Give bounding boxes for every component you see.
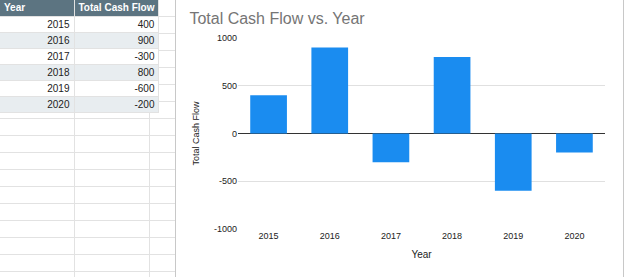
svg-text:Total Cash Flow: Total Cash Flow xyxy=(191,101,201,166)
html-text:2019: 2019 xyxy=(47,82,70,94)
html-text:Total Cash Flow: Total Cash Flow xyxy=(78,2,155,14)
html-text:2016: 2016 xyxy=(47,34,70,46)
html-text:400: 400 xyxy=(137,18,155,30)
svg-text:2015: 2015 xyxy=(259,231,279,241)
html-text:2018: 2018 xyxy=(47,66,70,78)
html-text:-300: -300 xyxy=(134,50,155,62)
svg-text:2020: 2020 xyxy=(564,231,584,241)
html-text:2015: 2015 xyxy=(47,18,70,30)
html-text:2017: 2017 xyxy=(47,50,70,62)
html-text:800: 800 xyxy=(137,66,155,78)
html-text:-600: -600 xyxy=(134,82,155,94)
html-text:2020: 2020 xyxy=(47,98,70,110)
svg-text:2016: 2016 xyxy=(320,231,340,241)
html-text:900: 900 xyxy=(137,34,155,46)
svg-text:0: 0 xyxy=(232,129,237,139)
html-text:Year: Year xyxy=(4,2,26,14)
svg-text:2018: 2018 xyxy=(442,231,462,241)
svg-text:Year: Year xyxy=(411,249,432,260)
svg-text:2017: 2017 xyxy=(381,231,401,241)
svg-text:2019: 2019 xyxy=(503,231,523,241)
svg-text:-500: -500 xyxy=(219,176,237,186)
svg-text:500: 500 xyxy=(222,81,237,91)
svg-text:Total Cash Flow vs. Year: Total Cash Flow vs. Year xyxy=(189,10,365,27)
svg-text:1000: 1000 xyxy=(217,33,237,43)
html-text:-200: -200 xyxy=(134,98,155,110)
svg-text:-1000: -1000 xyxy=(214,224,237,234)
